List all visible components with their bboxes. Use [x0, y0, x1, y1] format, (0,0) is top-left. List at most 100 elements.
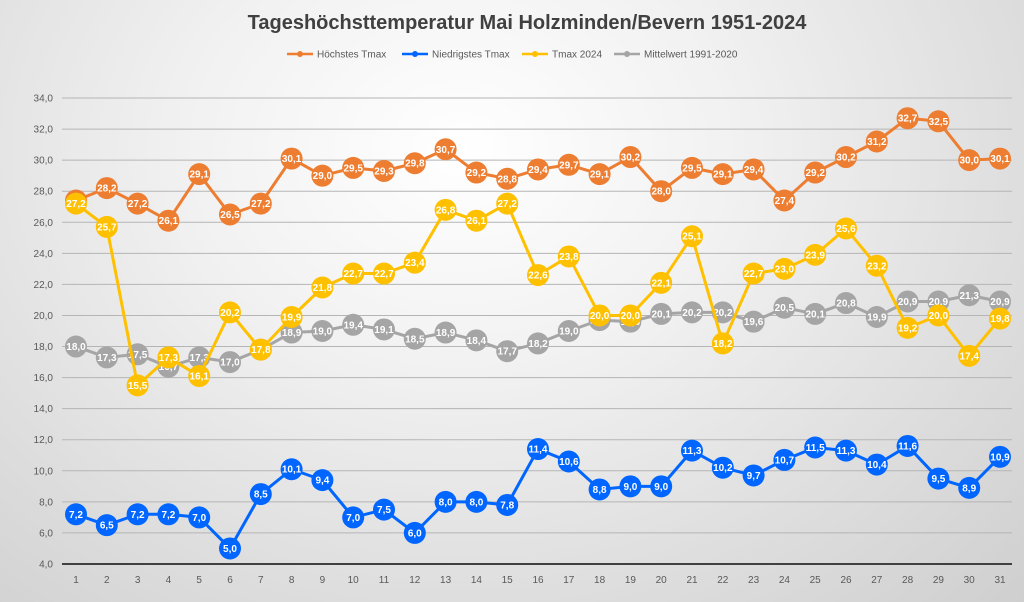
- data-point[interactable]: [742, 464, 765, 487]
- data-point[interactable]: [403, 327, 426, 350]
- data-point[interactable]: [927, 110, 950, 133]
- data-point[interactable]: [434, 321, 457, 344]
- data-point[interactable]: [958, 344, 981, 367]
- data-point[interactable]: [280, 458, 303, 481]
- data-point[interactable]: [496, 167, 519, 190]
- data-point[interactable]: [342, 156, 365, 179]
- data-point[interactable]: [373, 318, 395, 341]
- data-point[interactable]: [804, 436, 827, 459]
- data-point[interactable]: [958, 284, 981, 307]
- data-point[interactable]: [557, 245, 580, 268]
- data-point[interactable]: [681, 156, 703, 179]
- data-point[interactable]: [496, 340, 519, 363]
- data-point[interactable]: [249, 483, 272, 506]
- data-point[interactable]: [711, 163, 734, 186]
- data-point[interactable]: [95, 215, 118, 238]
- data-point[interactable]: [157, 209, 180, 232]
- data-point[interactable]: [527, 158, 549, 181]
- data-point[interactable]: [650, 271, 673, 294]
- data-point[interactable]: [804, 302, 827, 325]
- data-point[interactable]: [681, 225, 703, 248]
- data-point[interactable]: [989, 445, 1011, 468]
- data-point[interactable]: [835, 439, 857, 462]
- data-point[interactable]: [249, 192, 272, 215]
- data-point[interactable]: [188, 163, 211, 186]
- data-point[interactable]: [188, 365, 211, 388]
- data-point[interactable]: [896, 290, 919, 313]
- data-point[interactable]: [280, 321, 303, 344]
- data-point[interactable]: [650, 302, 673, 325]
- data-point[interactable]: [342, 506, 365, 529]
- data-point[interactable]: [465, 209, 488, 232]
- data-point[interactable]: [219, 537, 241, 560]
- data-point[interactable]: [773, 296, 796, 319]
- data-point[interactable]: [650, 475, 673, 498]
- data-point[interactable]: [865, 130, 888, 153]
- data-point[interactable]: [650, 180, 673, 203]
- data-point[interactable]: [865, 254, 888, 277]
- data-point[interactable]: [927, 304, 950, 327]
- data-point[interactable]: [373, 262, 395, 285]
- data-point[interactable]: [896, 107, 919, 130]
- data-point[interactable]: [835, 292, 857, 315]
- data-point[interactable]: [588, 478, 611, 501]
- legend-item[interactable]: Mittelwert 1991-2020: [614, 50, 738, 61]
- data-point[interactable]: [588, 163, 611, 186]
- data-point[interactable]: [465, 161, 488, 184]
- data-point[interactable]: [403, 521, 426, 544]
- data-point[interactable]: [681, 301, 703, 324]
- data-point[interactable]: [681, 439, 703, 462]
- data-point[interactable]: [958, 149, 981, 172]
- data-point[interactable]: [219, 351, 241, 374]
- data-point[interactable]: [804, 243, 827, 266]
- data-point[interactable]: [65, 335, 87, 358]
- data-point[interactable]: [311, 469, 334, 492]
- data-point[interactable]: [126, 503, 149, 526]
- data-point[interactable]: [434, 198, 457, 221]
- data-point[interactable]: [434, 490, 457, 513]
- data-point[interactable]: [619, 146, 642, 169]
- legend-item[interactable]: Niedrigstes Tmax: [402, 50, 510, 61]
- data-point[interactable]: [773, 257, 796, 280]
- data-point[interactable]: [280, 306, 303, 329]
- data-point[interactable]: [249, 338, 272, 361]
- data-point[interactable]: [865, 453, 888, 476]
- data-point[interactable]: [865, 306, 888, 329]
- data-point[interactable]: [342, 262, 365, 285]
- data-point[interactable]: [927, 467, 950, 490]
- data-point[interactable]: [896, 316, 919, 339]
- data-point[interactable]: [126, 374, 149, 397]
- data-point[interactable]: [557, 320, 580, 342]
- data-point[interactable]: [373, 498, 395, 521]
- data-point[interactable]: [989, 307, 1011, 330]
- data-point[interactable]: [280, 147, 303, 170]
- data-point[interactable]: [527, 438, 549, 461]
- data-point[interactable]: [311, 320, 334, 342]
- data-point[interactable]: [711, 456, 734, 479]
- data-point[interactable]: [742, 262, 765, 285]
- data-point[interactable]: [126, 192, 149, 215]
- data-point[interactable]: [342, 313, 365, 336]
- data-point[interactable]: [373, 160, 395, 183]
- data-point[interactable]: [65, 503, 87, 526]
- data-point[interactable]: [465, 490, 488, 513]
- data-point[interactable]: [711, 332, 734, 355]
- data-point[interactable]: [403, 152, 426, 175]
- data-point[interactable]: [157, 503, 180, 526]
- data-point[interactable]: [588, 304, 611, 327]
- data-point[interactable]: [557, 153, 580, 176]
- legend-item[interactable]: Höchstes Tmax: [287, 50, 386, 61]
- data-point[interactable]: [527, 332, 549, 355]
- data-point[interactable]: [311, 276, 334, 299]
- data-point[interactable]: [742, 310, 765, 333]
- data-point[interactable]: [434, 138, 457, 161]
- legend-item[interactable]: Tmax 2024: [522, 50, 602, 61]
- data-point[interactable]: [989, 290, 1011, 313]
- data-point[interactable]: [465, 329, 488, 352]
- data-point[interactable]: [95, 514, 118, 537]
- data-point[interactable]: [403, 251, 426, 274]
- data-point[interactable]: [95, 346, 118, 369]
- data-point[interactable]: [742, 158, 765, 181]
- data-point[interactable]: [496, 192, 519, 215]
- data-point[interactable]: [219, 203, 241, 226]
